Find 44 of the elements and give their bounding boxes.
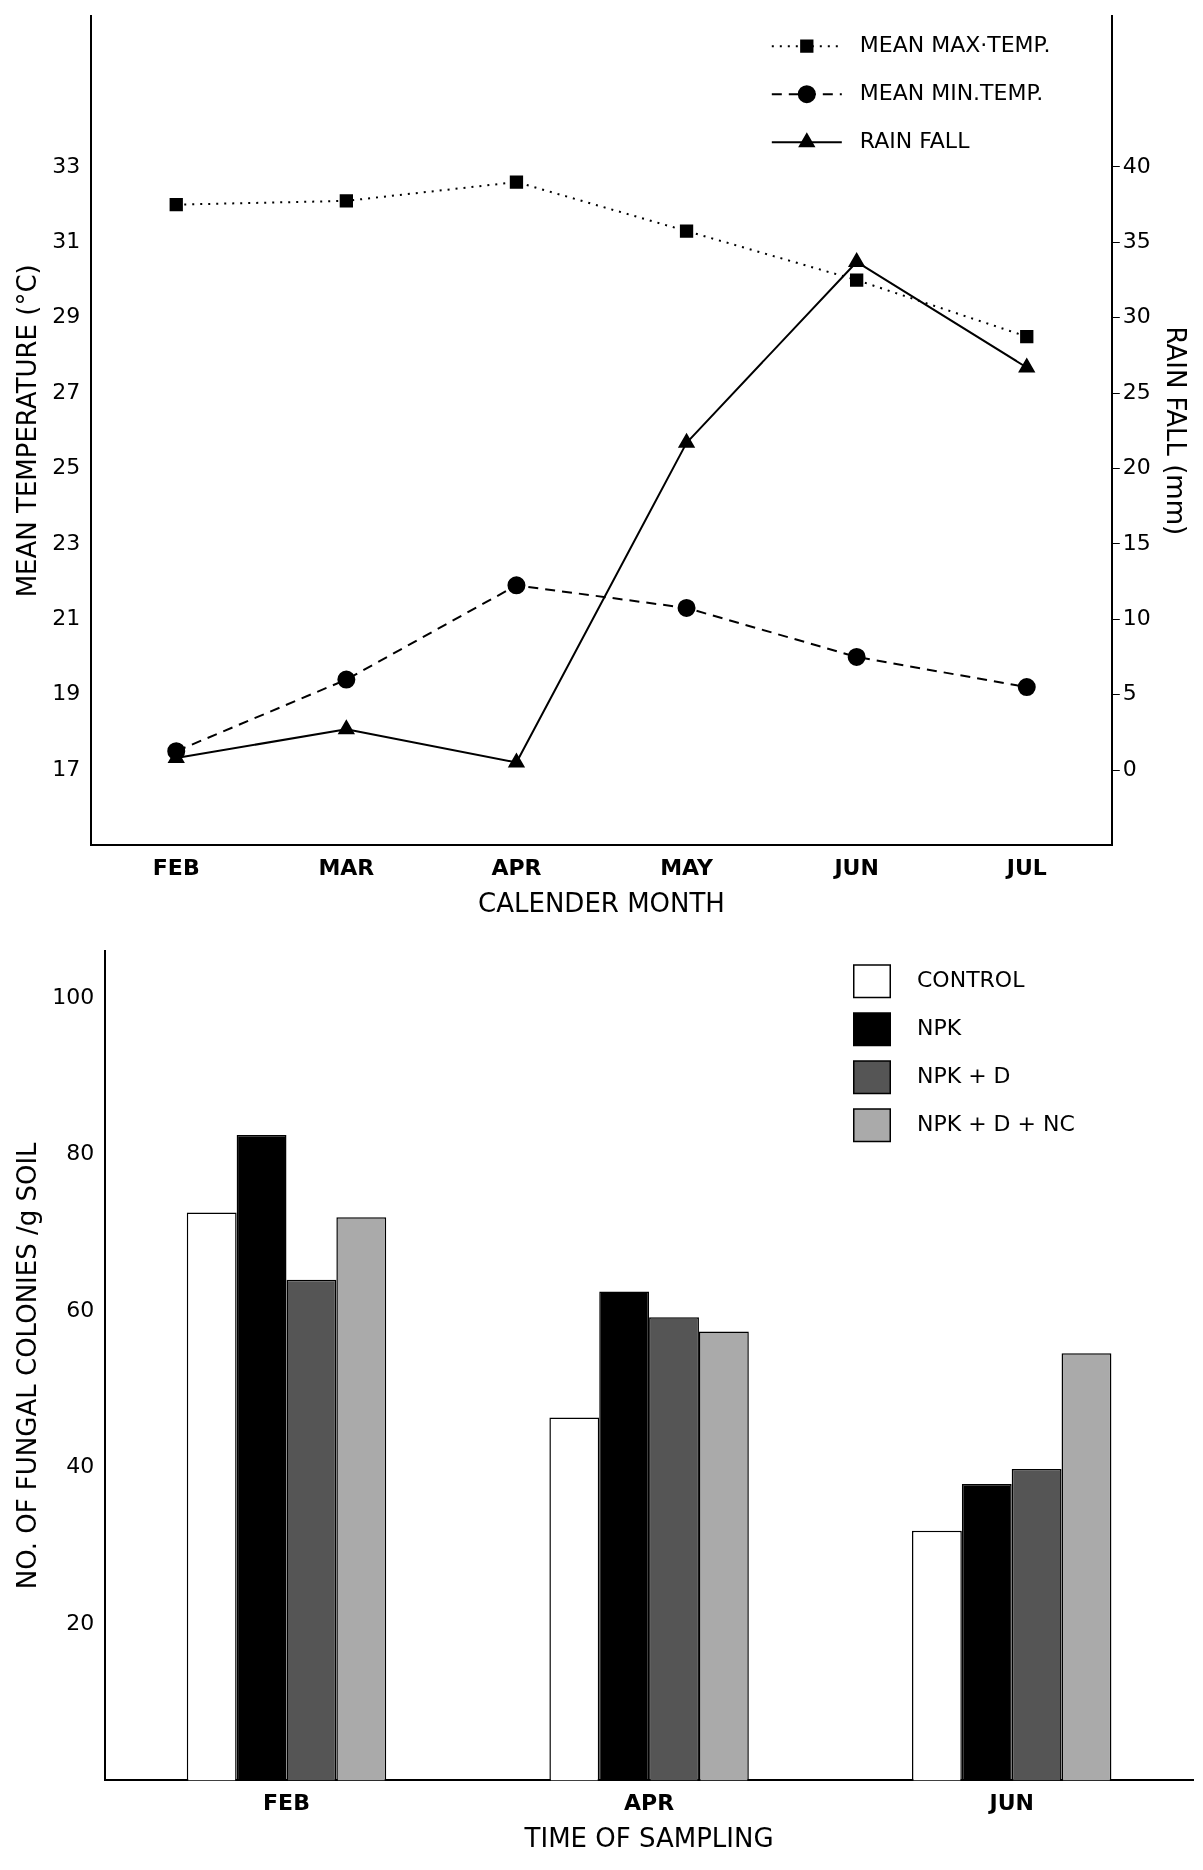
legend-label: MEAN MAX·TEMP. (859, 31, 1051, 57)
y-tick-label: 23 (52, 529, 81, 555)
y2-tick-label: 30 (1122, 303, 1151, 329)
y-tick-label: 27 (52, 378, 81, 404)
y-tick-label: 60 (66, 1296, 95, 1322)
x-tick-label: MAY (660, 855, 714, 881)
x-tick-label: APR (491, 855, 542, 881)
y-axis-title: NO. OF FUNGAL COLONIES /g SOIL (12, 1141, 43, 1590)
x-tick-label: APR (624, 1790, 675, 1816)
y-tick-label: 33 (52, 152, 81, 178)
legend-label: MEAN MIN.TEMP. (859, 79, 1044, 105)
y2-tick-label: 10 (1122, 604, 1151, 630)
y-tick-label: 100 (52, 983, 95, 1009)
x-tick-label: JUL (1004, 855, 1047, 881)
legend-label: NPK + D (917, 1062, 1011, 1088)
x-axis-title: TIME OF SAMPLING (523, 1823, 774, 1854)
x-tick-label: FEB (263, 1790, 310, 1816)
y2-tick-label: 15 (1122, 529, 1151, 555)
y2-tick-label: 40 (1122, 152, 1151, 178)
x-tick-label: JUN (987, 1790, 1034, 1816)
legend-label: RAIN FALL (859, 127, 971, 153)
x-tick-label: MAR (318, 855, 375, 881)
x-tick-label: JUN (832, 855, 879, 881)
x-tick-label: FEB (152, 855, 200, 881)
legend-label: NPK + D + NC (917, 1110, 1075, 1136)
y-tick-label: 40 (66, 1453, 95, 1479)
y2-tick-label: 20 (1122, 454, 1151, 480)
legend-label: CONTROL (917, 966, 1026, 992)
y-tick-label: 20 (66, 1609, 95, 1635)
y-tick-label: 19 (52, 680, 81, 706)
y-tick-label: 31 (52, 228, 81, 254)
y-tick-label: 80 (66, 1140, 95, 1166)
x-axis-title: CALENDER MONTH (478, 888, 725, 919)
y2-tick-label: 5 (1122, 680, 1137, 706)
legend-label: NPK (917, 1014, 962, 1040)
y-axis-title: MEAN TEMPERATURE (°C) (12, 264, 43, 598)
y2-tick-label: 0 (1122, 755, 1137, 781)
y-tick-label: 21 (52, 604, 81, 630)
y2-tick-label: 35 (1122, 228, 1151, 254)
y2-tick-label: 25 (1122, 378, 1151, 404)
y-tick-label: 29 (52, 303, 81, 329)
y2-axis-title: RAIN FALL (mm) (1160, 326, 1191, 536)
y-tick-label: 17 (52, 755, 81, 781)
y-tick-label: 25 (52, 454, 81, 480)
